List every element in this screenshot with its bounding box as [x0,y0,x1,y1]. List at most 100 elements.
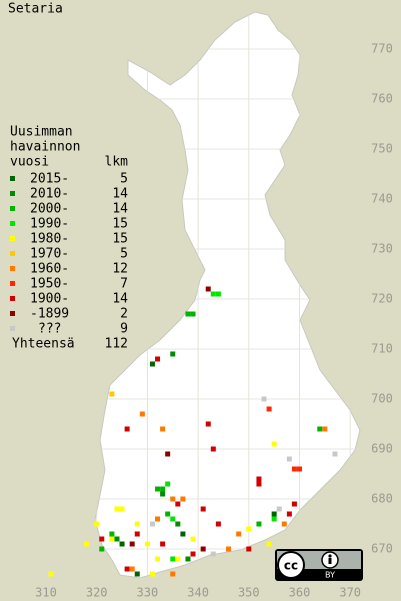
observation-square [210,551,216,557]
observation-square [236,531,242,537]
observation-square [109,391,115,397]
observation-square [190,536,196,542]
observation-square [190,311,196,317]
legend-label: 1980- [30,232,69,247]
observation-square [256,521,262,527]
legend-heading: havainnon [10,140,80,155]
observation-square [175,556,181,562]
observation-square [165,451,171,457]
observation-square [170,351,176,357]
y-tick-label: 770 [371,42,393,56]
y-tick-label: 730 [371,242,393,256]
legend-swatch [10,281,15,286]
observation-square [215,291,221,297]
total-count: 112 [105,337,128,352]
legend-count: 5 [120,247,128,262]
legend-label: 1950- [30,277,69,292]
observation-square [134,521,140,527]
y-tick-label: 690 [371,442,393,456]
legend-count: 2 [120,307,128,322]
legend-swatch [10,296,15,301]
observation-square [180,496,186,502]
legend-swatch [10,311,15,316]
legend-count: 5 [120,172,128,187]
observation-square [276,506,282,512]
x-tick-label: 330 [137,586,159,600]
observation-square [271,516,277,522]
x-tick-label: 310 [35,586,57,600]
total-label: Yhteensä [12,337,75,352]
observation-square [99,546,105,552]
observation-square [149,521,155,527]
observation-square [129,541,135,547]
observation-square [266,406,272,412]
observation-square [271,511,277,517]
observation-square [170,556,176,562]
legend-label: 2000- [30,202,69,217]
observation-square [317,426,323,432]
observation-square [160,486,166,492]
legend-count: 14 [112,187,128,202]
observation-square [139,411,145,417]
observation-square [134,531,140,537]
observation-square [180,531,186,537]
legend-label: 1960- [30,262,69,277]
observation-square [114,536,120,542]
observation-square [281,521,287,527]
observation-square [149,571,155,577]
legend-count: 7 [120,277,128,292]
legend-count: 14 [112,202,128,217]
legend-count: 12 [112,262,128,277]
legend-label: ??? [38,322,61,337]
observation-square [165,511,171,517]
observation-square [160,426,166,432]
legend-swatch [10,326,15,331]
observation-square [297,466,302,472]
observation-square [124,566,130,572]
map-title: Setaria [8,2,63,17]
legend-heading: Uusimman [10,125,73,140]
legend-label: 1900- [30,292,69,307]
x-tick-label: 320 [86,586,108,600]
svg-text:cc: cc [284,559,298,573]
legend-count: 15 [112,232,128,247]
observation-square [94,521,100,527]
y-tick-label: 680 [371,492,393,506]
observation-square [155,516,161,522]
legend-label: -1899 [30,307,69,322]
observation-square [84,541,90,547]
observation-square [286,456,292,462]
legend-label: 1990- [30,217,69,232]
observation-square [291,466,297,472]
legend-swatch [10,221,15,226]
observation-square [144,541,150,547]
y-tick-label: 740 [371,192,393,206]
observation-square [175,501,181,507]
legend-label: 2010- [30,187,69,202]
legend-swatch [10,176,15,181]
observation-square [332,451,338,457]
observation-square [160,541,166,547]
observation-square [215,521,221,527]
observation-square [210,291,216,297]
legend-label: 2015- [30,172,69,187]
observation-square [119,506,125,512]
y-tick-label: 700 [371,392,393,406]
observation-square [149,361,155,367]
observation-square [205,421,211,427]
observation-square [170,516,176,522]
observation-square [200,506,206,512]
legend-count-heading: lkm [105,155,129,170]
y-tick-label: 750 [371,142,393,156]
observation-square [200,546,206,552]
license-badge: cc BY [275,549,363,581]
observation-square [134,571,140,577]
x-tick-label: 360 [289,586,311,600]
observation-square [266,541,272,547]
legend-count: 14 [112,292,128,307]
legend-heading: vuosi [10,155,49,170]
observation-square [190,551,196,557]
observation-square [48,571,54,577]
observation-square [322,426,328,432]
observation-square [271,441,277,447]
